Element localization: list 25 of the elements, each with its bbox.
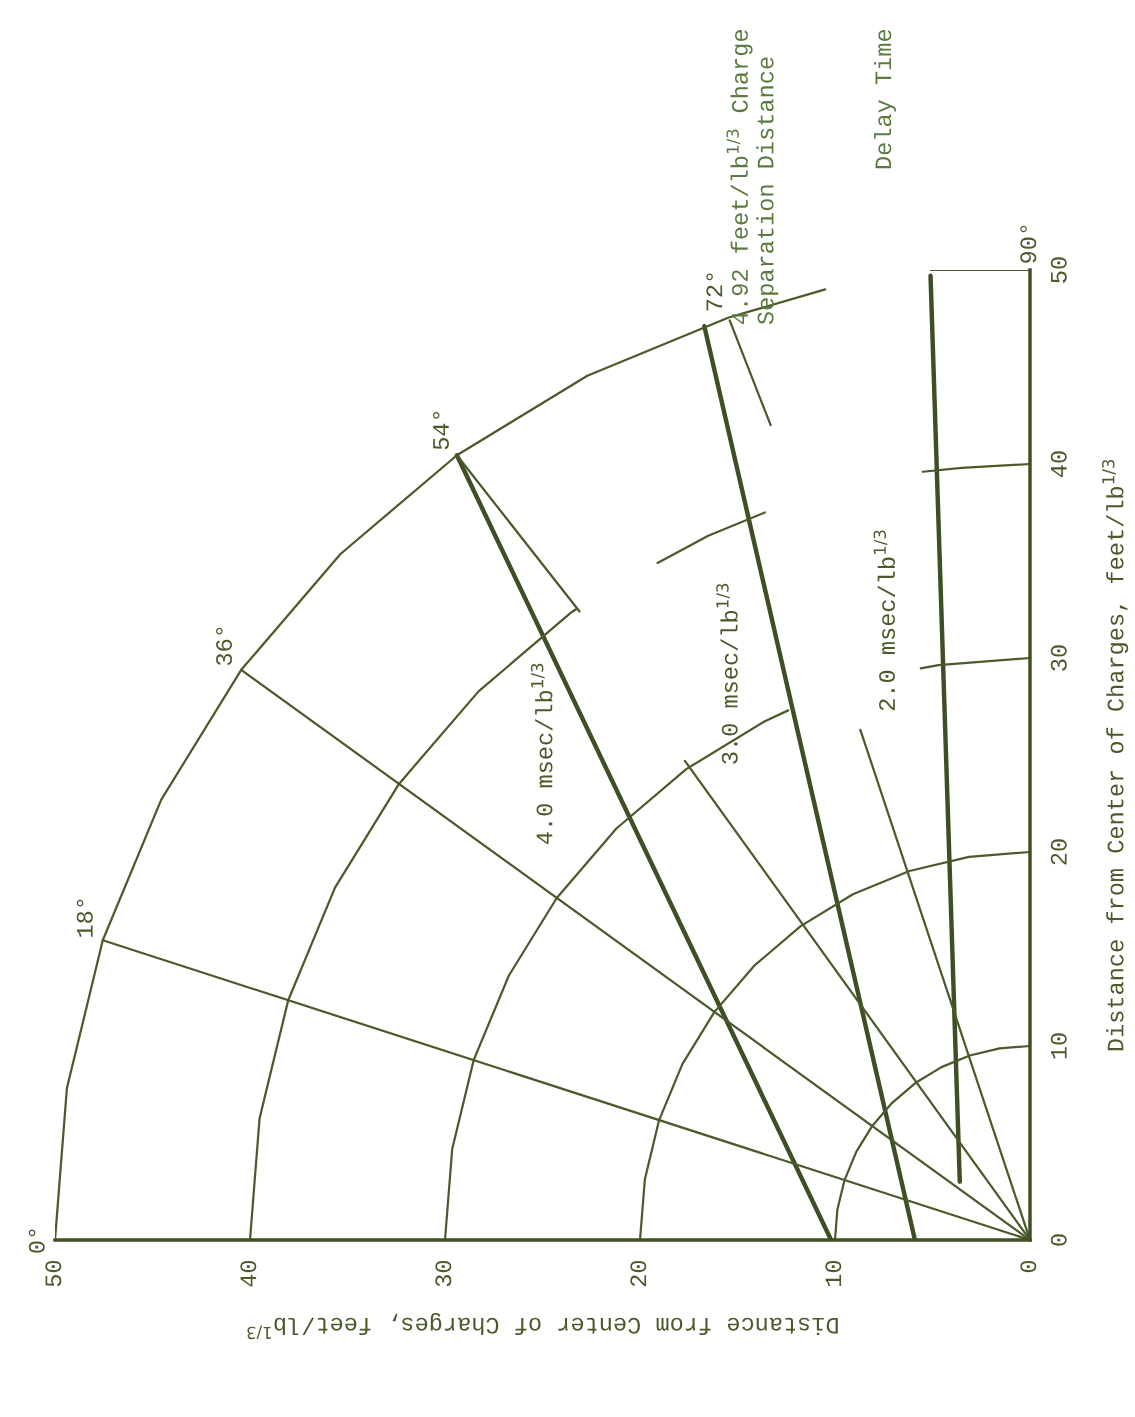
x-axis-title: Distance from Center of Charges, feet/lb$^{1/3}$ [247,1313,838,1340]
text: 3.0 msec/lb$^{1/3}$ [716,583,738,764]
y-axis-title: Distance from Center of Charges, feet/lb$^{1/3}$ [1102,459,1129,1051]
annotation: 54° [432,412,449,450]
x-tick-label: 30 [435,1260,452,1287]
y-tick-label: 20 [1050,839,1067,865]
y-tick-label: 10 [1050,1033,1067,1059]
x-tick-label: 0 [1020,1260,1037,1273]
annotation: 72° [706,273,723,311]
y-tick-label: 40 [1050,451,1067,477]
y-tick-label: 0 [1050,1234,1067,1246]
text: 4.0 msec/lb$^{1/3}$ [530,663,553,845]
x-tick-label: 40 [240,1260,257,1287]
x-tick-label: 20 [630,1260,647,1287]
text: 2.0 msec/lb$^{1/3}$ [873,530,896,711]
annotation: 90° [1020,225,1037,263]
annotation: 0° [28,1229,45,1253]
x-tick-label: 10 [825,1260,842,1287]
annotation: 18° [76,899,93,937]
y-tick-label: 30 [1050,645,1067,671]
x-tick-label: 50 [45,1260,62,1287]
text: Delay Time [873,29,896,169]
annotation: 4.92 feet/lb$^{1/3}$ Charge Separation Distance [726,30,779,325]
y-tick-label: 50 [1050,257,1067,283]
annotation: 36° [216,627,233,666]
